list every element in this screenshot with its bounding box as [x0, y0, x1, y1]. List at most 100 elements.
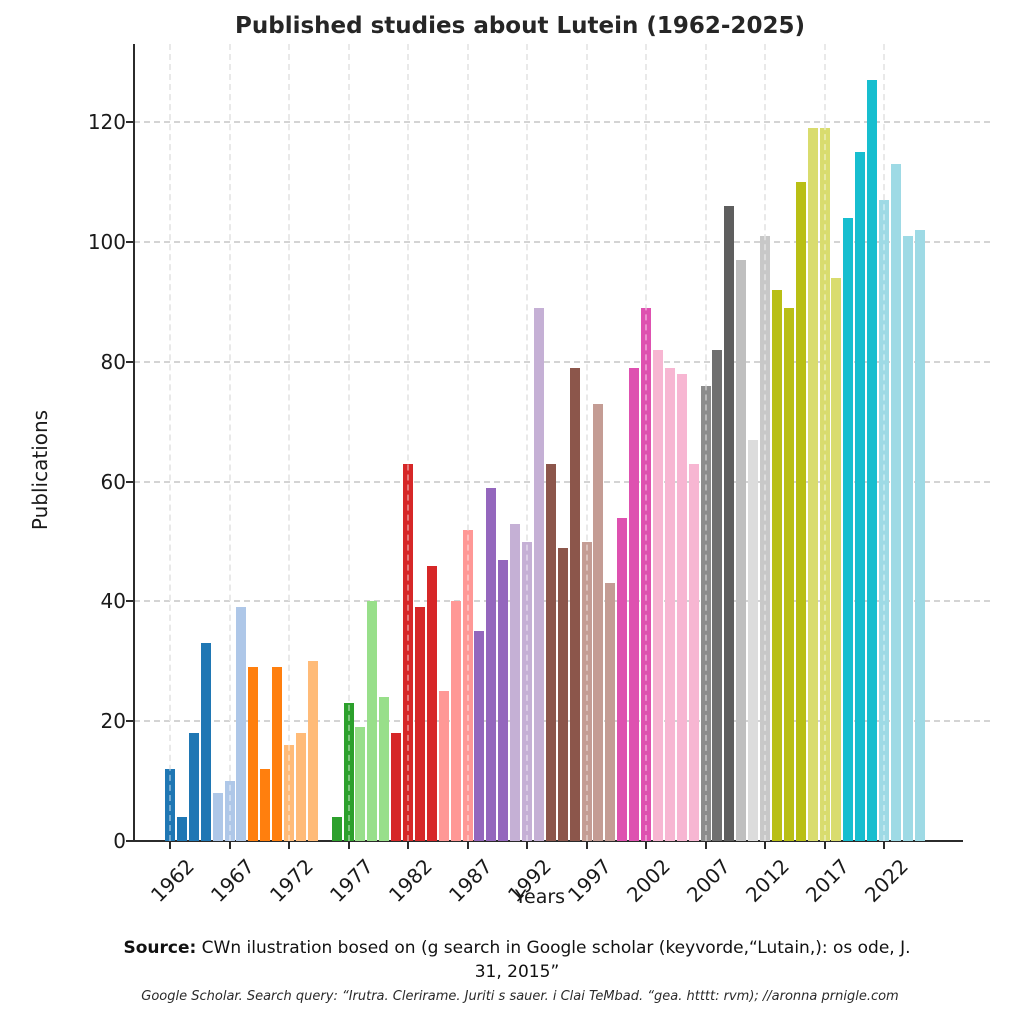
bar-1974: [307, 661, 318, 841]
v-gridline-1987: [466, 44, 469, 841]
x-tick-mark-1982: [407, 842, 409, 849]
v-gridline-overlay-1997: [585, 44, 588, 841]
y-tick-label-0: 0: [113, 829, 126, 853]
x-tick-mark-2022: [883, 842, 885, 849]
bar-1986: [450, 601, 461, 841]
bar-2021: [867, 80, 878, 841]
v-gridline-overlay-1967: [228, 44, 231, 841]
bar-2004: [664, 367, 675, 841]
bar-2012: [760, 236, 770, 841]
y-tick-mark-20: [126, 720, 134, 723]
bar-2018: [831, 277, 842, 841]
bar-2010: [736, 260, 747, 841]
y-tick-mark-80: [126, 360, 134, 363]
source-line-2: 31, 2015”: [474, 962, 560, 982]
bar-2000: [617, 517, 628, 841]
bar-1983: [414, 607, 425, 841]
x-tick-mark-1987: [466, 842, 469, 849]
y-tick-label-40: 40: [100, 589, 126, 614]
bar-2007: [700, 385, 711, 841]
bar-2001: [629, 367, 640, 841]
v-gridline-1972: [288, 44, 290, 841]
bar-1982: [403, 463, 413, 841]
bar-2002: [641, 307, 651, 841]
bar-1977: [343, 703, 354, 841]
v-gridline-overlay-2022: [883, 44, 885, 841]
bar-1963: [176, 817, 187, 841]
chart-title: Published studies about Lutein (1962-202…: [235, 13, 805, 39]
bar-1999: [605, 583, 616, 841]
bar-2006: [688, 463, 699, 841]
v-gridline-1997: [585, 44, 588, 841]
source-footnote: Google Scholar. Search query: “Irutra. C…: [141, 989, 899, 1004]
v-gridline-1977: [347, 44, 350, 841]
x-tick-mark-1997: [585, 842, 588, 849]
bar-2013: [771, 289, 782, 841]
bar-1976: [331, 817, 342, 841]
bar-1985: [438, 691, 449, 841]
y-tick-mark-40: [126, 600, 134, 603]
bar-2003: [652, 349, 663, 841]
bar-1981: [391, 733, 402, 841]
v-gridline-1967: [228, 44, 231, 841]
bar-2024: [902, 236, 913, 841]
bar-1989: [486, 487, 497, 841]
v-gridline-overlay-1982: [407, 44, 409, 841]
bar-1972: [284, 745, 294, 841]
bar-1997: [581, 541, 592, 841]
v-gridline-overlay-2012: [764, 44, 766, 841]
bar-2023: [890, 164, 901, 841]
bar-1996: [569, 367, 580, 841]
x-tick-mark-2002: [645, 842, 647, 849]
bar-2015: [795, 182, 806, 841]
v-gridline-overlay-1992: [526, 44, 528, 841]
bar-2014: [783, 307, 794, 841]
y-axis-title: Publications: [28, 409, 52, 531]
bar-1967: [224, 781, 235, 841]
bar-1998: [593, 403, 604, 841]
y-tick-label-120: 120: [87, 110, 126, 135]
y-tick-label-100: 100: [87, 230, 126, 254]
bar-2005: [676, 373, 687, 841]
source-line-1: Source: CWn ilustration bosed on (g sear…: [0, 938, 1024, 958]
y-axis-spine: [133, 44, 135, 842]
x-tick-mark-1992: [526, 842, 528, 849]
bar-2025: [914, 230, 925, 841]
x-tick-mark-1972: [288, 842, 290, 849]
source-prefix: Source:: [123, 938, 197, 958]
bar-1978: [355, 727, 366, 841]
bar-1984: [426, 565, 437, 841]
bar-1994: [545, 463, 556, 841]
bar-2017: [819, 128, 830, 841]
bar-1993: [533, 307, 544, 841]
bar-1973: [295, 733, 306, 841]
bar-1965: [200, 643, 211, 841]
x-axis-spine: [133, 840, 963, 842]
v-gridline-1982: [407, 44, 409, 841]
bar-1969: [248, 667, 259, 841]
bar-2016: [807, 128, 818, 841]
bar-1964: [188, 733, 199, 841]
v-gridline-overlay-1977: [347, 44, 350, 841]
y-tick-label-60: 60: [100, 469, 126, 494]
bar-1995: [557, 547, 568, 841]
bar-1962: [165, 769, 175, 841]
x-tick-mark-1967: [228, 842, 231, 849]
y-tick-label-80: 80: [100, 349, 126, 374]
x-tick-mark-1962: [169, 842, 171, 849]
x-axis-title: Years: [514, 886, 566, 908]
y-tick-mark-0: [126, 840, 134, 842]
y-tick-mark-100: [126, 241, 134, 243]
y-tick-mark-120: [126, 121, 134, 124]
bar-2022: [879, 200, 889, 841]
h-gridline-60: [134, 480, 990, 483]
bar-2011: [748, 439, 759, 841]
v-gridline-overlay-2002: [645, 44, 647, 841]
bar-1966: [212, 793, 223, 841]
bar-1980: [379, 697, 390, 841]
h-gridline-100: [134, 241, 990, 243]
v-gridline-overlay-2007: [704, 44, 707, 841]
bar-1991: [510, 523, 521, 841]
bar-1971: [272, 667, 283, 841]
